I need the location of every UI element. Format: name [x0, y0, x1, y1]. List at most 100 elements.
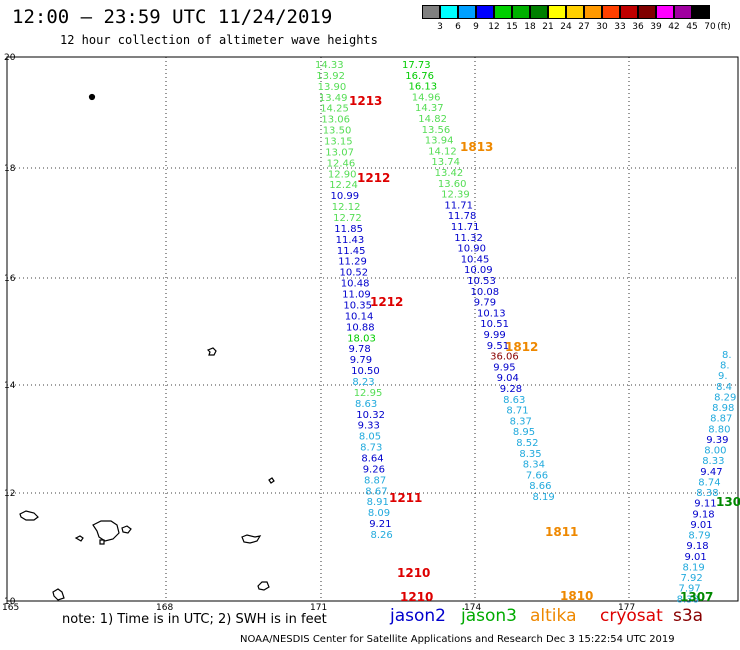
satellite-jason2: jason2: [390, 606, 446, 626]
lon-tick-label: 165: [2, 603, 19, 613]
altimeter-tracks: 14.3313.9213.9013.4914.2513.0613.5013.15…: [315, 60, 736, 605]
wave-height-value: 9.95: [493, 362, 515, 373]
wave-height-value: 8.38: [696, 488, 718, 499]
wave-height-value: 13.06: [321, 115, 350, 126]
wave-height-value: 8.71: [506, 406, 528, 417]
legend-swatch: [620, 5, 638, 19]
wave-height-value: 8.37: [510, 416, 532, 427]
wave-height-value: 13.60: [438, 179, 467, 190]
map-frame: [6, 56, 739, 602]
wave-height-value: 36.06: [490, 352, 519, 363]
wave-height-value: 9.21: [369, 519, 391, 530]
wave-height-value: 14.12: [428, 146, 457, 157]
wave-height-value: 7.66: [526, 470, 548, 481]
wave-height-value: 13.94: [425, 136, 454, 147]
credit-line: NOAA/NESDIS Center for Satellite Applica…: [240, 634, 675, 645]
wave-height-value: 8.4: [716, 382, 732, 393]
wave-height-value: 8.98: [712, 403, 734, 414]
time-label: 1810: [560, 589, 593, 603]
legend-swatch: [476, 5, 494, 19]
wave-height-value: 14.25: [320, 104, 349, 115]
wave-height-value: 9.99: [484, 330, 506, 341]
wave-height-value: 9.79: [474, 298, 496, 309]
legend-label: 45: [686, 22, 698, 32]
wave-height-value: 11.43: [336, 235, 365, 246]
lon-tick-label: 171: [310, 603, 327, 613]
wave-height-value: 8.33: [702, 456, 724, 467]
wave-height-value: 9.11: [694, 499, 716, 510]
wave-height-value: 13.50: [323, 126, 352, 137]
wave-height-value: 10.09: [464, 265, 493, 276]
legend-label: 21: [542, 22, 554, 32]
time-label: 1212: [370, 295, 403, 309]
lon-tick-label: 168: [156, 603, 173, 613]
wave-height-value: 11.85: [334, 224, 363, 235]
wave-height-value: 8.80: [708, 424, 730, 435]
legend-label: 15: [506, 22, 518, 32]
map-subtitle: 12 hour collection of altimeter wave hei…: [60, 33, 378, 47]
wave-height-value: 8.91: [367, 497, 389, 508]
legend-label: 3: [437, 22, 443, 32]
legend-label: 42: [668, 22, 680, 32]
legend-swatch: [638, 5, 656, 19]
wave-height-value: 8.66: [529, 481, 551, 492]
wave-height-value: 8.29: [714, 393, 736, 404]
lat-tick-label: 10: [4, 597, 16, 607]
wave-height-value: 9.47: [700, 467, 722, 478]
wave-height-value: 10.13: [477, 308, 506, 319]
wave-height-value: 12.39: [441, 190, 470, 201]
legend-swatch: [494, 5, 512, 19]
legend-label: 70: [704, 22, 716, 32]
footer-note: note: 1) Time is in UTC; 2) SWH is in fe…: [62, 612, 327, 627]
wave-height-value: 8.09: [368, 508, 390, 519]
wave-height-value: 8.63: [503, 395, 525, 406]
legend-swatch: [530, 5, 548, 19]
wave-height-value: 13.15: [324, 137, 353, 148]
wave-height-value: 9.01: [685, 552, 707, 563]
wave-height-value: 10.32: [356, 410, 385, 421]
time-label: 1212: [357, 171, 390, 185]
satellite-s3a: s3a: [673, 606, 704, 626]
time-label: 1811: [545, 525, 578, 539]
map-title: 12:00 – 23:59 UTC 11/24/2019: [12, 6, 333, 28]
color-legend-labels: 3 6 9 12 15 18 21 24 27 30 33 36 39 42 45 70 (ft): [422, 22, 740, 34]
lat-tick-label: 20: [4, 53, 16, 63]
legend-label: 27: [578, 22, 590, 32]
time-labels: 1213 1212 1212 1211 1210 1210 1813 1812 1811 1810…: [349, 94, 740, 604]
wave-height-value: 9.78: [349, 344, 371, 355]
island: [88, 93, 96, 101]
wave-height-value: 8.73: [360, 443, 382, 454]
wave-height-value: 7.97: [679, 584, 701, 595]
wave-height-value: 9.26: [363, 464, 385, 475]
wave-height-value: 9.18: [692, 509, 714, 520]
legend-swatch: [458, 5, 476, 19]
legend-label: 24: [560, 22, 572, 32]
wave-height-value: 16.13: [409, 82, 438, 93]
wave-height-value: 9.79: [350, 355, 372, 366]
time-label: 1812: [505, 340, 538, 354]
island: [206, 347, 217, 356]
wave-height-value: 8.34: [523, 460, 545, 471]
wave-height-value: 16.76: [405, 71, 434, 82]
legend-swatch: [674, 5, 692, 19]
legend-swatch: [512, 5, 530, 19]
legend-swatch: [548, 5, 566, 19]
time-label: 1211: [389, 491, 422, 505]
wave-height-value: 8.19: [533, 492, 555, 503]
wave-height-value: 13.07: [325, 147, 354, 158]
wave-height-value: 10.08: [471, 287, 500, 298]
time-label: 1307: [680, 590, 713, 604]
wave-height-value: 10.50: [351, 366, 380, 377]
wave-height-value: 9.39: [706, 435, 728, 446]
legend-unit: (ft): [717, 22, 731, 32]
time-label: 1213: [349, 94, 382, 108]
wave-height-value: 9.28: [500, 384, 522, 395]
legend-label: 18: [524, 22, 536, 32]
wave-height-value: 8.74: [698, 477, 720, 488]
wave-height-value: 11.32: [454, 233, 483, 244]
wave-height-value: 9.33: [358, 421, 380, 432]
wave-height-value: 13.92: [316, 71, 345, 82]
satellite-altika: altika: [530, 606, 577, 626]
lat-tick-label: 12: [4, 489, 15, 499]
wave-height-value: 10.88: [346, 322, 375, 333]
